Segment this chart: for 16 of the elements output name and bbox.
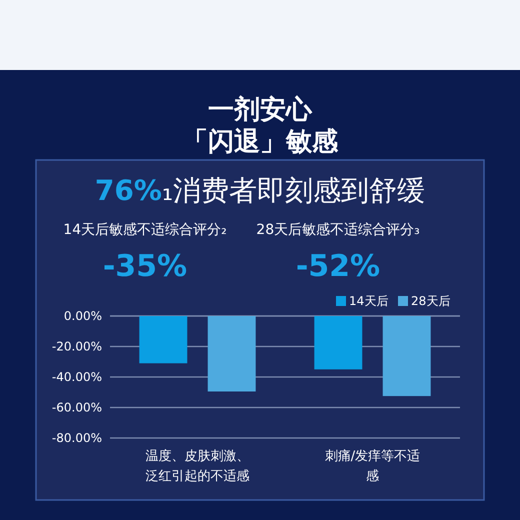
x-tick-label: 温度、皮肤刺激、泛红引起的不适感 xyxy=(146,448,250,484)
text: -35% xyxy=(102,249,188,284)
text: 28天后敏感不适综合评分₃ xyxy=(256,222,420,238)
y-tick-label: -80.00% xyxy=(52,431,102,446)
legend-label: 28天后 xyxy=(411,294,450,308)
x-tick-label: 刺痛/发痒等不适感 xyxy=(324,449,420,484)
y-tick-label: 0.00% xyxy=(64,309,102,324)
y-tick-label: -40.00% xyxy=(52,370,102,384)
chart-title: 一剂安心 xyxy=(208,95,313,125)
text: -52% xyxy=(296,249,380,284)
y-tick-label: -20.00% xyxy=(52,340,102,354)
legend-label: 14天后 xyxy=(349,294,388,308)
text: 76%₁消费者即刻感到舒缓 xyxy=(94,174,426,207)
chart-subtitle: 「闪退」敏感 xyxy=(182,127,339,157)
text: 14天后敏感不适综合评分₂ xyxy=(63,222,227,238)
y-tick-label: -60.00% xyxy=(52,400,102,415)
